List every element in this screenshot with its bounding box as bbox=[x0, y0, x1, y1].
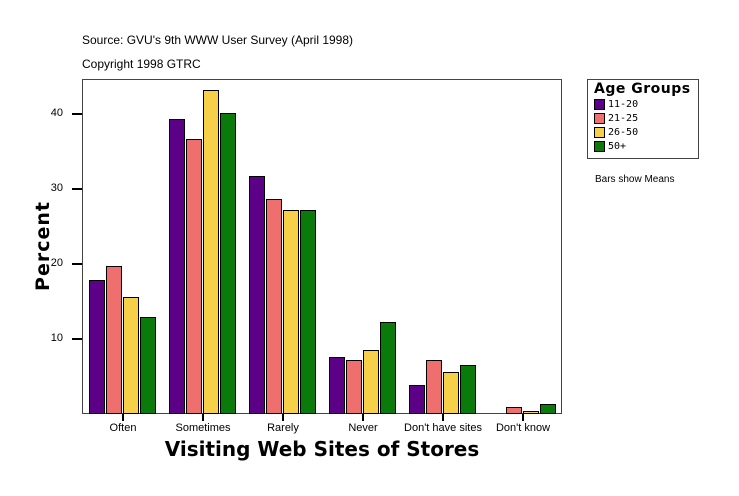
bar bbox=[283, 210, 299, 414]
bar bbox=[346, 360, 362, 414]
y-tick-label: 10 bbox=[50, 332, 63, 344]
legend: Age Groups 11-20 21-25 26-50 50+ bbox=[587, 79, 699, 159]
y-tick bbox=[72, 188, 82, 190]
x-axis-title: Visiting Web Sites of Stores bbox=[164, 437, 480, 461]
legend-swatch bbox=[594, 112, 605, 124]
legend-title: Age Groups bbox=[594, 81, 691, 97]
bar bbox=[106, 266, 122, 414]
legend-label: 26-50 bbox=[608, 126, 639, 138]
bar bbox=[300, 210, 316, 414]
x-tick-label: Often bbox=[109, 422, 137, 434]
y-axis-title: Percent bbox=[32, 201, 54, 291]
bar bbox=[203, 90, 219, 414]
y-tick-label: 30 bbox=[50, 182, 63, 194]
legend-label: 11-20 bbox=[608, 98, 639, 110]
bar bbox=[460, 365, 476, 414]
x-tick bbox=[442, 414, 444, 421]
bar bbox=[506, 407, 522, 414]
bar bbox=[540, 404, 556, 414]
bar bbox=[249, 176, 265, 414]
bar bbox=[523, 411, 539, 414]
y-tick-label: 20 bbox=[50, 257, 63, 269]
x-tick bbox=[522, 414, 524, 421]
x-tick-label: Rarely bbox=[267, 422, 299, 434]
copyright-caption: Copyright 1998 GTRC bbox=[82, 57, 201, 71]
bar bbox=[363, 350, 379, 414]
x-tick bbox=[202, 414, 204, 421]
legend-swatch bbox=[594, 126, 605, 138]
plot-area bbox=[82, 79, 562, 414]
bar bbox=[186, 139, 202, 414]
bar bbox=[266, 199, 282, 414]
source-caption: Source: GVU's 9th WWW User Survey (April… bbox=[82, 33, 354, 47]
bar bbox=[123, 297, 139, 414]
bar bbox=[426, 360, 442, 414]
x-tick-label: Don't know bbox=[495, 422, 551, 434]
bar bbox=[220, 113, 236, 414]
x-tick-label: Sometimes bbox=[175, 422, 231, 434]
bar bbox=[89, 280, 105, 414]
legend-label: 50+ bbox=[608, 140, 627, 152]
bar bbox=[443, 372, 459, 414]
bar bbox=[140, 317, 156, 414]
y-tick bbox=[72, 263, 82, 265]
y-tick bbox=[72, 338, 82, 340]
x-tick bbox=[122, 414, 124, 421]
legend-item: 21-25 bbox=[594, 111, 698, 125]
x-tick-label: Don't have sites bbox=[404, 422, 482, 434]
legend-item: 26-50 bbox=[594, 125, 698, 139]
bars-note: Bars show Means bbox=[595, 174, 675, 185]
y-tick bbox=[72, 113, 82, 115]
legend-items: 11-20 21-25 26-50 50+ bbox=[588, 97, 698, 153]
legend-item: 50+ bbox=[594, 139, 698, 153]
x-tick bbox=[282, 414, 284, 421]
bar bbox=[169, 119, 185, 414]
y-tick-label: 40 bbox=[50, 107, 63, 119]
bar bbox=[409, 385, 425, 414]
legend-item: 11-20 bbox=[594, 97, 698, 111]
x-tick bbox=[362, 414, 364, 421]
legend-swatch bbox=[594, 140, 605, 152]
bar bbox=[380, 322, 396, 414]
x-tick-label: Never bbox=[348, 422, 378, 434]
bar bbox=[329, 357, 345, 414]
legend-swatch bbox=[594, 98, 605, 110]
legend-label: 21-25 bbox=[608, 112, 639, 124]
